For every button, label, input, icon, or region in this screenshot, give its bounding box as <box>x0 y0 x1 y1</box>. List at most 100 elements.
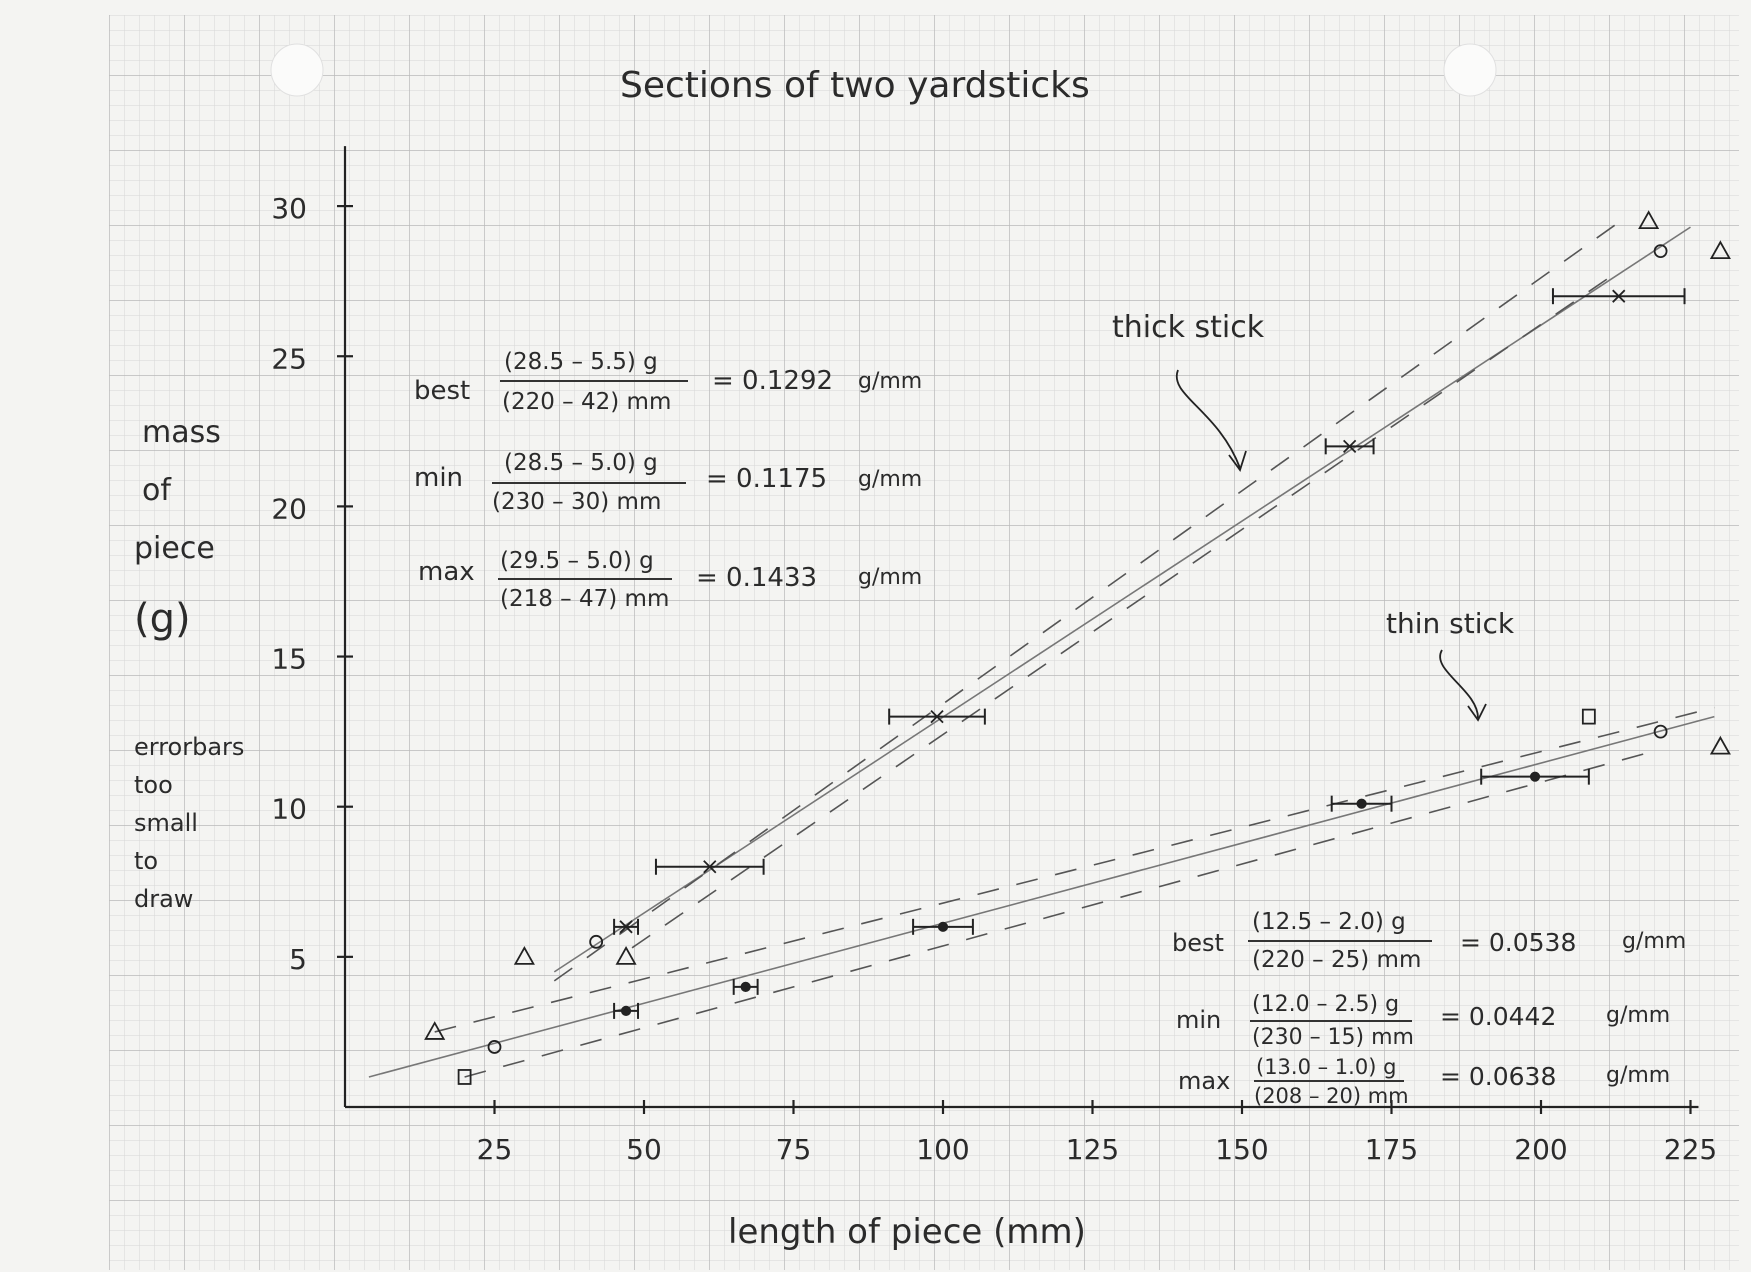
dot-marker <box>620 1005 632 1017</box>
y-tick-label: 30 <box>271 192 307 225</box>
thin-max-den: (208 – 20) mm <box>1254 1084 1409 1108</box>
thick-bound-triangle-marker <box>513 946 535 965</box>
grid-major <box>109 15 1739 1270</box>
thin-min-num: (12.0 – 2.5) g <box>1252 992 1399 1017</box>
thick-data-point <box>613 918 640 935</box>
y-tick-label: 20 <box>271 492 307 525</box>
thick-slope-calcs: best (28.5 – 5.5) g (220 – 42) mm = 0.12… <box>414 349 922 612</box>
thick-data-point <box>1324 438 1375 455</box>
thick-best-result: = 0.1292 <box>712 366 833 396</box>
y-tick-label: 15 <box>271 643 307 676</box>
x-tick-label: 125 <box>1066 1133 1119 1166</box>
thin-max-unit: g/mm <box>1606 1063 1670 1088</box>
thick-min-den: (230 – 30) mm <box>492 489 661 515</box>
thick-data-point <box>1551 288 1686 305</box>
thin-bound-triangle-marker <box>1709 735 1731 755</box>
dot-marker <box>937 921 949 932</box>
thin-bound-circle-marker <box>1653 724 1668 739</box>
y-label-line-2: of <box>142 473 172 508</box>
thick-bound-triangle-marker <box>1638 210 1660 230</box>
thick-max-num: (29.5 – 5.0) g <box>500 548 654 574</box>
thin-bound-square-marker <box>1581 708 1596 725</box>
thick-best-den: (220 – 42) mm <box>502 389 671 415</box>
thick-data-point <box>888 708 986 725</box>
thin-max-slope-line <box>434 706 1715 1033</box>
thick-max-den: (218 – 47) mm <box>500 586 669 612</box>
thin-stick-arrowhead <box>1467 703 1487 722</box>
binder-hole-left <box>270 43 324 97</box>
thin-max-result: = 0.0638 <box>1440 1062 1556 1091</box>
thick-stick-arrow <box>1175 369 1241 469</box>
note-line-5: draw <box>134 885 193 913</box>
x-marker <box>1612 289 1626 303</box>
thin-stick-label: thin stick <box>1386 607 1515 640</box>
thick-stick-label: thick stick <box>1112 310 1265 345</box>
thin-max-label: max <box>1178 1067 1230 1095</box>
thin-data-point <box>732 978 759 995</box>
thick-max-result: = 0.1433 <box>696 563 817 593</box>
thick-min-num: (28.5 – 5.0) g <box>504 450 658 476</box>
thick-max-label: max <box>418 557 475 587</box>
x-marker <box>1343 439 1357 453</box>
x-marker <box>930 709 944 724</box>
thin-data-point <box>912 918 974 935</box>
thick-min-unit: g/mm <box>858 467 922 492</box>
thick-max-slope-line <box>553 217 1626 982</box>
dot-marker <box>1356 798 1367 809</box>
y-label-line-3: piece <box>134 531 215 566</box>
thin-best-result: = 0.0538 <box>1460 928 1576 957</box>
thin-min-slope-line <box>464 751 1649 1078</box>
x-axis-label: length of piece (mm) <box>728 1212 1086 1252</box>
thin-best-unit: g/mm <box>1622 929 1686 954</box>
thin-min-result: = 0.0442 <box>1440 1002 1556 1031</box>
dot-marker <box>740 981 751 992</box>
thin-data-point <box>1480 768 1590 785</box>
x-tick-label: 200 <box>1514 1133 1567 1166</box>
dot-marker <box>1529 771 1541 782</box>
errorbar-note: errorbars too small to draw <box>134 733 244 913</box>
note-line-3: small <box>134 809 198 837</box>
annotation-thin-stick: thin stick <box>1386 607 1515 722</box>
x-tick-label: 25 <box>477 1133 513 1166</box>
thick-min-result: = 0.1175 <box>706 464 827 494</box>
thin-stick-arrow <box>1439 649 1479 719</box>
thin-data-point <box>613 1002 640 1019</box>
y-tick-label: 10 <box>271 793 307 826</box>
thin-best-num: (12.5 – 2.0) g <box>1252 909 1406 935</box>
x-tick-label: 225 <box>1664 1133 1717 1166</box>
thin-bound-triangle-marker <box>424 1021 446 1040</box>
chart-title: Sections of two yardsticks <box>620 65 1090 106</box>
x-tick-label: 175 <box>1365 1133 1418 1166</box>
thin-slope-calcs: best (12.5 – 2.0) g (220 – 25) mm = 0.05… <box>1172 909 1686 1108</box>
axes: 25 50 75 100 125 150 175 200 225 5 10 15 20 25 30 <box>271 146 1717 1166</box>
thin-best-label: best <box>1172 929 1224 957</box>
thick-stick-arrowhead <box>1228 450 1247 472</box>
thin-min-den: (230 – 15) mm <box>1252 1025 1414 1050</box>
y-tick-label: 25 <box>271 342 307 375</box>
thick-bound-circle-marker <box>589 934 604 949</box>
x-tick-label: 100 <box>916 1133 969 1166</box>
x-marker <box>619 920 633 934</box>
thin-min-label: min <box>1176 1006 1221 1034</box>
x-marker <box>703 860 717 874</box>
thick-bound-triangle-marker <box>1709 240 1731 260</box>
annotation-thick-stick: thick stick <box>1112 310 1265 472</box>
thin-bound-circle-marker <box>487 1040 502 1054</box>
note-line-2: too <box>134 771 173 799</box>
x-tick-label: 150 <box>1215 1133 1268 1166</box>
y-label: mass of piece (g) <box>134 415 221 642</box>
y-label-line-1: mass <box>142 415 221 450</box>
y-tick-label: 5 <box>289 943 307 976</box>
y-label-line-4: (g) <box>134 596 191 642</box>
thick-data-point <box>654 858 765 875</box>
thick-bound-triangle-marker <box>615 946 637 965</box>
thick-best-num: (28.5 – 5.5) g <box>504 349 658 375</box>
thin-max-num: (13.0 – 1.0) g <box>1256 1055 1396 1079</box>
thick-min-label: min <box>414 463 463 493</box>
data-marks <box>424 210 1731 1085</box>
thick-best-unit: g/mm <box>858 369 922 394</box>
x-tick-label: 75 <box>776 1133 812 1166</box>
x-tick-label: 50 <box>626 1133 662 1166</box>
thin-bound-square-marker <box>457 1069 472 1085</box>
